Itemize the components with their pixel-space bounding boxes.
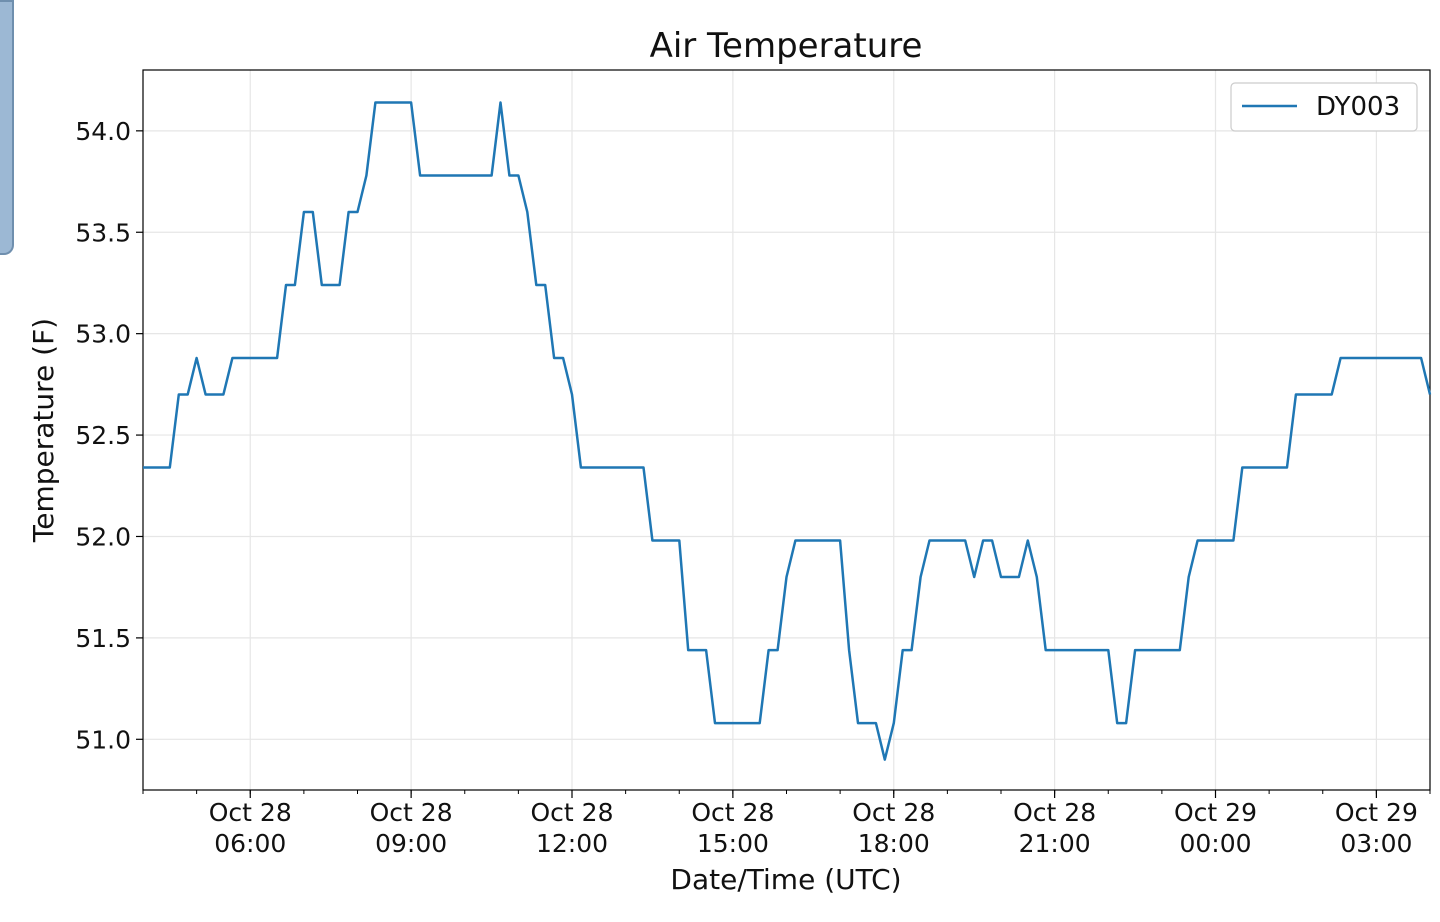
x-tick-label-time: 15:00 [697,829,769,858]
y-axis-ticks: 51.0 51.5 52.0 52.5 53.0 53.5 54.0 [75,117,143,754]
x-tick-label-date: Oct 28 [209,798,292,827]
plot-area-frame [142,69,1431,791]
x-tick-label-time: 21:00 [1019,829,1091,858]
legend-label-dy003: DY003 [1316,92,1400,122]
x-tick-label-date: Oct 28 [852,798,935,827]
x-tick-label-time: 12:00 [536,829,608,858]
side-panel-tab[interactable] [0,0,14,255]
x-tick-label-time: 09:00 [375,829,447,858]
x-axis-label: Date/Time (UTC) [670,863,901,896]
x-tick-label-date: Oct 28 [1013,798,1096,827]
y-tick-label: 52.5 [75,421,131,450]
x-tick-label-time: 00:00 [1179,829,1251,858]
legend: DY003 [1230,82,1418,132]
x-tick-label-time: 03:00 [1340,829,1412,858]
x-tick-label-time: 18:00 [858,829,930,858]
series-layer [143,101,1432,761]
chart-title: Air Temperature [650,26,923,66]
y-tick-label: 54.0 [75,117,131,146]
y-axis-label: Temperature (F) [27,318,60,543]
y-tick-label: 53.5 [75,218,131,247]
legend-box [1230,82,1418,132]
y-tick-label: 51.0 [75,725,131,754]
series-line-dy003 [143,101,1432,761]
y-tick-label: 51.5 [75,624,131,653]
x-tick-label-date: Oct 28 [531,798,614,827]
y-tick-label: 52.0 [75,522,131,551]
grid-lines [143,70,1430,790]
y-tick-label: 53.0 [75,320,131,349]
x-tick-label-date: Oct 28 [370,798,453,827]
x-tick-label-date: Oct 29 [1174,798,1257,827]
x-tick-label-date: Oct 29 [1335,798,1418,827]
x-tick-label-time: 06:00 [214,829,286,858]
x-tick-label-date: Oct 28 [691,798,774,827]
